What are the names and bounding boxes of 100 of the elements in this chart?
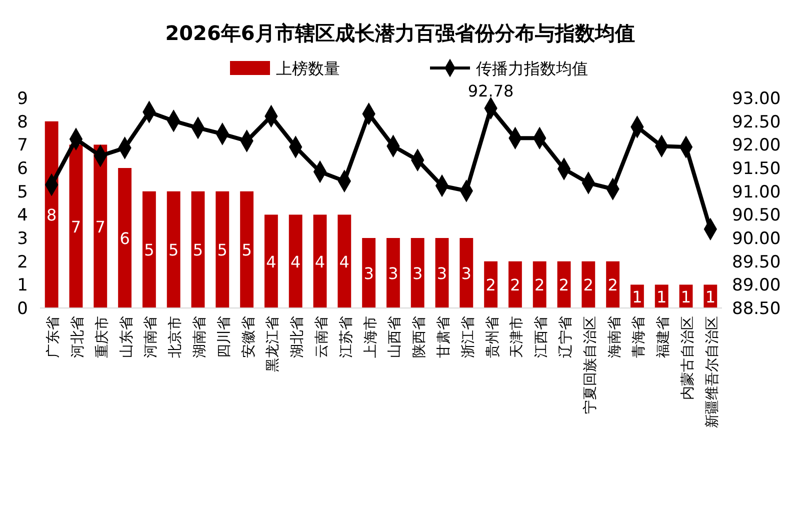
x-tick-label: 陕西省 [412, 316, 428, 358]
bar [338, 214, 352, 308]
data-label: 3 [364, 264, 374, 283]
bar [142, 191, 156, 308]
data-label: 3 [388, 264, 398, 283]
bar [166, 191, 180, 308]
data-label: 3 [412, 264, 423, 283]
y2-tick-label: 90.00 [732, 229, 781, 249]
data-label: 2 [583, 276, 594, 295]
data-label: 1 [705, 287, 716, 306]
x-tick-label: 湖南省 [192, 316, 208, 358]
legend-label: 上榜数量 [276, 59, 340, 78]
y2-tick-label: 90.50 [732, 206, 781, 226]
bar [191, 191, 205, 308]
x-tick-label: 黑龙江省 [265, 316, 282, 372]
y-tick-label: 5 [17, 182, 28, 202]
x-tick-label: 福建省 [656, 316, 672, 358]
y-tick-label: 7 [17, 136, 28, 156]
y-tick-label: 6 [17, 159, 28, 179]
data-label: 2 [608, 276, 618, 295]
y-tick-label: 0 [17, 299, 28, 319]
x-tick-label: 浙江省 [460, 316, 476, 358]
data-label: 2 [486, 276, 496, 295]
y2-tick-label: 92.00 [732, 136, 781, 156]
data-label: 4 [266, 252, 276, 272]
bar [216, 191, 230, 308]
bar [508, 261, 522, 308]
bar [288, 214, 302, 308]
data-label: 4 [339, 252, 350, 272]
data-label: 1 [680, 287, 692, 306]
y-tick-label: 2 [17, 252, 28, 272]
x-tick-label: 辽宁省 [558, 316, 574, 358]
x-tick-label: 山东省 [118, 316, 135, 358]
data-label: 5 [242, 240, 252, 260]
bar [313, 214, 327, 308]
data-label: 5 [217, 240, 228, 260]
x-tick-label: 江西省 [534, 316, 550, 358]
bar [94, 144, 108, 308]
x-tick-label: 山西省 [387, 316, 404, 358]
bar [362, 238, 376, 308]
data-label: 2 [510, 276, 520, 295]
x-tick-label: 内蒙古自治区 [680, 316, 696, 400]
x-tick-label: 河南省 [143, 316, 160, 358]
bar [484, 261, 498, 308]
x-tick-label: 青海省 [631, 316, 648, 358]
x-tick-label: 四川省 [216, 316, 232, 358]
legend-label: 传播力指数均值 [476, 59, 588, 78]
x-tick-label: 重庆市 [94, 316, 110, 358]
x-tick-label: 河北省 [70, 316, 86, 358]
y-tick-label: 8 [17, 112, 28, 132]
data-label: 1 [656, 287, 667, 306]
data-label: 5 [192, 240, 204, 260]
data-label: 6 [120, 229, 130, 248]
y2-tick-label: 92.50 [732, 112, 781, 132]
data-label: 4 [290, 252, 301, 272]
bar [582, 261, 596, 308]
x-tick-label: 贵州省 [484, 316, 501, 358]
x-tick-label: 广东省 [46, 316, 62, 358]
y-tick-label: 1 [17, 276, 28, 296]
data-label: 2 [558, 276, 570, 295]
x-tick-label: 上海市 [362, 316, 379, 358]
y2-tick-label: 88.50 [732, 299, 781, 319]
data-label: 3 [461, 264, 472, 283]
data-label: 1 [632, 287, 642, 306]
x-tick-label: 天津市 [509, 316, 526, 358]
data-label: 4 [314, 252, 326, 272]
bar [532, 261, 546, 308]
bar [606, 261, 620, 308]
bar [118, 168, 132, 308]
data-label: 7 [95, 217, 106, 236]
bar [44, 121, 58, 308]
bar [410, 238, 424, 308]
data-label: 5 [144, 240, 154, 260]
x-tick-label: 海南省 [606, 316, 623, 358]
x-tick-label: 湖北省 [290, 316, 306, 358]
bar [240, 191, 254, 308]
bar [386, 238, 400, 308]
y2-tick-label: 93.00 [732, 89, 781, 109]
x-tick-label: 新疆维吾尔自治区 [704, 316, 720, 428]
x-tick-label: 江苏省 [338, 316, 354, 358]
y-tick-label: 3 [17, 229, 28, 249]
x-tick-label: 北京市 [168, 316, 184, 358]
y-tick-label: 4 [17, 206, 28, 226]
chart-title: 2026年6月市辖区成长潜力百强省份分布与指数均值 [165, 21, 635, 45]
y2-tick-label: 91.00 [732, 182, 781, 202]
data-label: 3 [436, 264, 448, 283]
x-tick-label: 宁夏回族自治区 [582, 316, 598, 414]
x-tick-label: 云南省 [314, 316, 330, 358]
y2-tick-label: 89.50 [732, 252, 781, 272]
y2-tick-label: 91.50 [732, 159, 781, 179]
bar [264, 214, 278, 308]
bar [435, 238, 449, 308]
y2-tick-label: 89.00 [732, 276, 781, 296]
x-tick-label: 安徽省 [240, 316, 257, 358]
data-label: 92.78 [468, 81, 514, 100]
x-tick-label: 甘肃省 [436, 316, 452, 358]
data-label: 8 [46, 206, 57, 225]
data-label: 2 [534, 276, 545, 295]
data-label: 7 [70, 217, 82, 236]
bar [460, 238, 474, 308]
